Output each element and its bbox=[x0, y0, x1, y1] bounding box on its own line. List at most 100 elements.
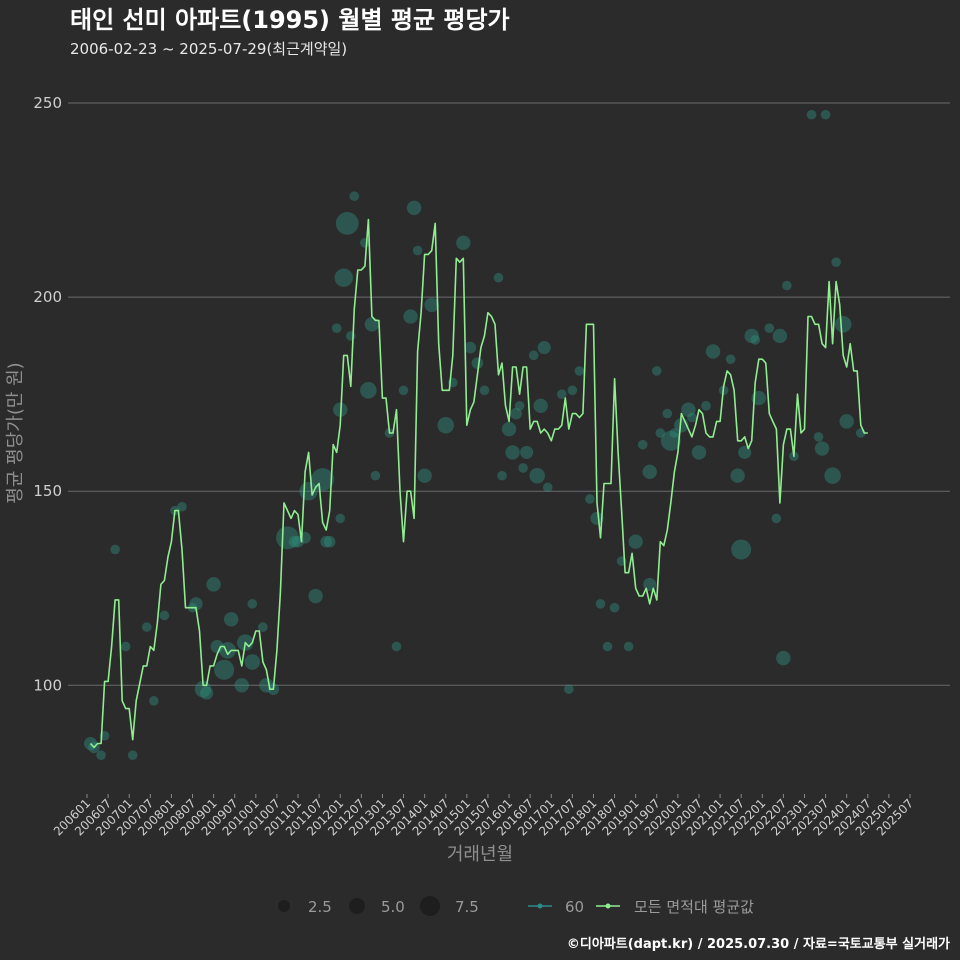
bubble-point bbox=[831, 257, 841, 268]
average-line-series bbox=[89, 218, 868, 749]
y-axis-tick-labels: 100 150 200 250 bbox=[33, 94, 62, 694]
bubble-point bbox=[214, 659, 235, 680]
legend-size-marker-small bbox=[278, 900, 290, 912]
y-tick-label-100: 100 bbox=[33, 676, 62, 694]
bubble-point bbox=[813, 432, 824, 442]
legend-series-60-dot bbox=[537, 903, 543, 909]
bubble-point bbox=[258, 622, 268, 632]
bubble-point bbox=[782, 280, 792, 291]
bubble-point bbox=[360, 382, 377, 399]
bubble-point bbox=[771, 513, 782, 524]
legend-average-label: 모든 면적대 평균값 bbox=[634, 898, 754, 916]
bubble-point bbox=[370, 470, 381, 481]
y-tick-label-200: 200 bbox=[33, 288, 62, 306]
bubble-point bbox=[345, 331, 356, 341]
bubble-point bbox=[567, 385, 578, 396]
bubble-point bbox=[471, 357, 484, 369]
bubble-point bbox=[655, 428, 666, 438]
bubble-point bbox=[505, 445, 520, 460]
bubble-point bbox=[834, 316, 852, 333]
legend-series-60-label: 60 bbox=[565, 898, 584, 916]
bubble-point bbox=[681, 402, 696, 417]
bubble-point bbox=[824, 467, 841, 484]
bubble-point bbox=[159, 610, 170, 621]
average-price-line bbox=[89, 218, 868, 749]
bubble-point bbox=[391, 641, 402, 652]
bubble-point bbox=[417, 468, 432, 483]
bubble-point bbox=[149, 696, 159, 706]
y-tick-label-150: 150 bbox=[33, 482, 62, 500]
bubble-point bbox=[335, 513, 346, 524]
bubble-point bbox=[456, 235, 471, 251]
bubble-point bbox=[514, 401, 525, 411]
bubble-point bbox=[493, 272, 504, 283]
legend-size-marker-medium bbox=[349, 898, 365, 914]
chart-title: 태인 선미 아파트(1995) 월별 평균 평당가 bbox=[70, 6, 510, 34]
bubble-point bbox=[585, 494, 595, 504]
bubble-point bbox=[210, 639, 224, 654]
bubble-point bbox=[497, 470, 507, 481]
bubble-point bbox=[406, 200, 422, 216]
bubble-point bbox=[424, 297, 439, 313]
bubble-point bbox=[510, 407, 522, 420]
bubble-point bbox=[464, 341, 477, 354]
bubble-point bbox=[651, 366, 662, 376]
bubble-point bbox=[110, 544, 120, 555]
bubble-point bbox=[701, 401, 711, 411]
bubble-point bbox=[206, 577, 221, 592]
legend-average-dot bbox=[605, 903, 611, 909]
bubble-point bbox=[820, 109, 831, 120]
bubble-point bbox=[691, 445, 707, 460]
bubble-point bbox=[501, 421, 517, 437]
bubble-point bbox=[364, 317, 380, 332]
bubble-point bbox=[127, 750, 138, 760]
bubble-point bbox=[223, 612, 239, 627]
bubble-point bbox=[247, 598, 258, 609]
bubble-point bbox=[609, 602, 620, 613]
chart-subtitle: 2006-02-23 ~ 2025-07-29(최근계약일) bbox=[70, 40, 347, 58]
y-axis-title: 평균 평당가(만 원) bbox=[5, 362, 26, 503]
bubble-point bbox=[331, 323, 342, 333]
y-gridlines bbox=[68, 102, 950, 686]
bubble-point bbox=[177, 501, 187, 512]
bubble-point bbox=[335, 211, 359, 235]
bubble-point bbox=[320, 535, 332, 548]
bubble-point bbox=[669, 428, 680, 438]
bubble-point bbox=[520, 445, 534, 459]
bubble-point bbox=[725, 354, 736, 365]
bubble-point bbox=[120, 641, 131, 652]
legend-size-label-large: 7.5 bbox=[455, 898, 479, 916]
y-tick-label-250: 250 bbox=[33, 94, 62, 112]
bubble-point bbox=[542, 482, 553, 493]
bubble-point bbox=[637, 439, 648, 450]
bubble-point bbox=[814, 441, 830, 456]
bubble-point bbox=[750, 335, 761, 345]
legend-size-label-small: 2.5 bbox=[308, 898, 332, 916]
legend: 2.5 5.0 7.5 60 모든 면적대 평균값 bbox=[278, 896, 754, 916]
bubble-point bbox=[602, 641, 613, 652]
bubble-point bbox=[839, 414, 854, 429]
bubble-point bbox=[574, 366, 585, 376]
bubble-point bbox=[764, 323, 775, 333]
x-axis-title: 거래년월 bbox=[447, 844, 513, 865]
bubble-point bbox=[479, 385, 490, 396]
source-caption: ©디아파트(dapt.kr) / 2025.07.30 / 자료=국토교통부 실… bbox=[567, 936, 950, 952]
bubble-point bbox=[623, 641, 634, 652]
bubble-point bbox=[642, 464, 657, 480]
bubble-point bbox=[557, 389, 567, 399]
bubble-point bbox=[349, 191, 360, 202]
bubble-point bbox=[244, 654, 261, 670]
bubble-point bbox=[687, 412, 697, 423]
bubble-point bbox=[529, 467, 545, 484]
bubble-point bbox=[776, 650, 791, 666]
bubble-point bbox=[528, 350, 539, 361]
legend-size-marker-large bbox=[420, 896, 440, 916]
legend-size-label-medium: 5.0 bbox=[381, 898, 405, 916]
bubble-point bbox=[403, 309, 418, 324]
bubble-point bbox=[234, 678, 249, 693]
bubble-point bbox=[288, 535, 301, 548]
bubble-point bbox=[437, 416, 455, 434]
bubble-point bbox=[334, 268, 353, 287]
